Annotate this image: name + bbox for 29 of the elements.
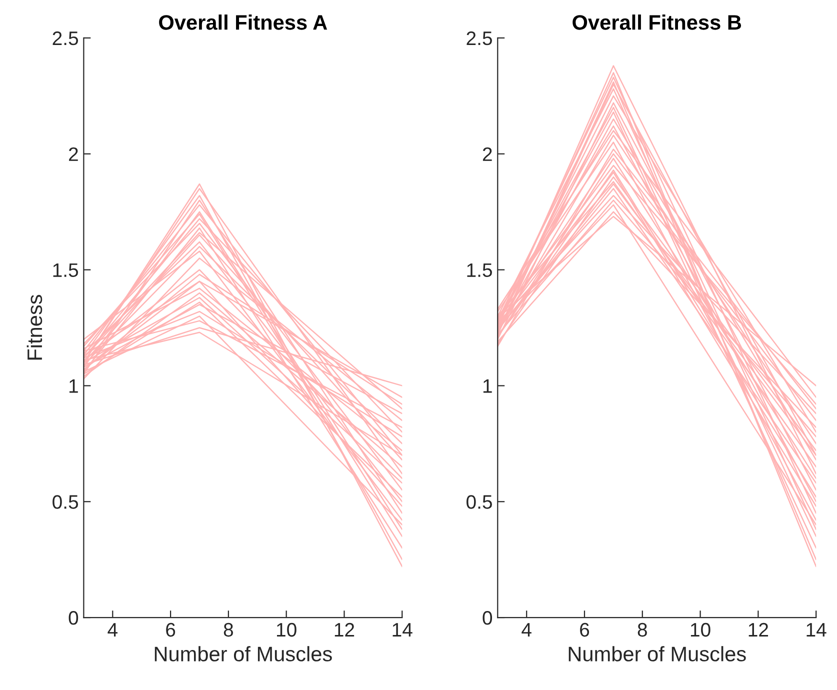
- x-tick-label: 8: [638, 622, 647, 637]
- x-tick-label: 6: [580, 622, 590, 637]
- y-tick-label: 0: [68, 611, 78, 625]
- y-tick-label: 2: [69, 147, 78, 161]
- x-tick-label: 10: [277, 622, 296, 637]
- x-tick-label: 4: [108, 623, 118, 636]
- y-tick-label: 0.5: [52, 495, 78, 509]
- chart-title: Overall Fitness B: [572, 14, 742, 30]
- y-tick-label: 2.5: [466, 31, 492, 46]
- y-tick-label: 2.5: [52, 31, 78, 46]
- y-tick-label: 0.5: [466, 495, 492, 509]
- x-tick-label: 12: [334, 622, 354, 636]
- y-tick-label: 2: [482, 147, 492, 161]
- x-tick-label: 14: [392, 623, 412, 636]
- x-axis-title: Number of Muscles: [154, 646, 332, 662]
- x-tick-label: 14: [806, 623, 826, 636]
- x-tick-label: 10: [690, 622, 710, 637]
- x-tick-label: 6: [166, 622, 176, 637]
- y-tick-label: 1: [70, 379, 78, 393]
- y-axis-title: Fitness: [26, 294, 42, 360]
- y-tick-label: 1.5: [467, 263, 492, 278]
- chart-title: Overall Fitness A: [159, 14, 328, 30]
- x-tick-label: 8: [224, 622, 233, 637]
- x-tick-label: 12: [748, 622, 768, 636]
- x-axis-title: Number of Muscles: [568, 646, 746, 662]
- y-tick-label: 1: [483, 379, 492, 393]
- x-tick-label: 4: [522, 623, 532, 636]
- y-tick-label: 1.5: [53, 263, 78, 278]
- y-tick-label: 0: [482, 611, 492, 625]
